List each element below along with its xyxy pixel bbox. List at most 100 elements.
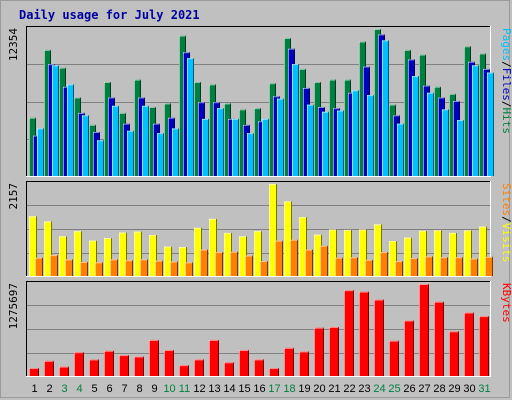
bar-sites-day-27	[425, 256, 433, 276]
bar-sites-day-7	[125, 260, 133, 276]
bar-pages-day-13	[217, 108, 224, 176]
chart-title: Daily usage for July 2021	[19, 8, 200, 22]
bar-sites-day-9	[155, 260, 163, 276]
bar-sites-day-1	[35, 257, 43, 276]
bar-sites-day-28	[440, 257, 448, 276]
bar-sites-day-19	[305, 249, 313, 276]
bar-sites-day-29	[455, 257, 463, 276]
legend-entry: Visits	[500, 223, 512, 263]
bar-kbytes-day-22	[344, 290, 354, 376]
bar-sites-day-16	[260, 261, 268, 276]
bar-kbytes-day-17	[269, 368, 279, 376]
x-tick-day-6: 6	[106, 383, 112, 395]
bar-kbytes-day-31	[479, 316, 489, 376]
bar-kbytes-day-5	[89, 359, 99, 376]
bar-kbytes-day-28	[434, 301, 444, 376]
bar-kbytes-day-4	[74, 352, 84, 376]
bar-pages-day-6	[112, 105, 119, 176]
bar-kbytes-day-13	[209, 339, 219, 376]
bar-pages-day-18	[292, 64, 299, 176]
x-tick-day-8: 8	[136, 383, 142, 395]
x-tick-day-28: 28	[433, 383, 445, 395]
x-tick-day-13: 13	[208, 383, 220, 395]
bar-kbytes-day-16	[254, 359, 264, 376]
x-tick-day-19: 19	[298, 383, 310, 395]
x-tick-day-16: 16	[253, 383, 265, 395]
bar-pages-day-25	[397, 123, 404, 176]
legend-entry: /	[500, 101, 512, 108]
bar-pages-day-30	[472, 65, 479, 176]
x-tick-day-30: 30	[463, 383, 475, 395]
x-tick-day-9: 9	[151, 383, 157, 395]
bar-kbytes-day-3	[59, 366, 69, 376]
x-tick-day-10: 10	[163, 383, 175, 395]
x-tick-day-12: 12	[193, 383, 205, 395]
bar-kbytes-day-29	[449, 331, 459, 376]
bar-pages-day-27	[427, 92, 434, 176]
bar-sites-day-31	[485, 256, 493, 276]
x-tick-day-7: 7	[121, 383, 127, 395]
legend-entry: /	[500, 61, 512, 68]
bar-pages-day-16	[262, 118, 269, 176]
bar-pages-day-7	[127, 130, 134, 176]
bar-kbytes-day-2	[44, 360, 54, 376]
x-tick-day-24: 24	[373, 383, 385, 395]
bar-sites-day-17	[275, 240, 283, 276]
bar-sites-day-4	[80, 261, 88, 276]
bar-pages-day-23	[367, 95, 374, 176]
bar-sites-day-13	[215, 252, 223, 276]
bar-pages-day-17	[277, 98, 284, 176]
bar-kbytes-day-10	[164, 350, 174, 376]
x-tick-day-11: 11	[179, 383, 190, 395]
bar-kbytes-day-9	[149, 339, 159, 376]
bar-sites-day-21	[335, 257, 343, 276]
bar-pages-day-10	[172, 128, 179, 176]
bar-pages-day-1	[37, 128, 44, 176]
bar-sites-day-22	[350, 257, 358, 276]
legend-entry: Sites	[500, 183, 512, 216]
x-tick-day-29: 29	[448, 383, 460, 395]
x-tick-day-21: 21	[328, 383, 340, 395]
bar-kbytes-day-14	[224, 362, 234, 376]
max-value-label: 2157	[7, 183, 20, 210]
bar-kbytes-day-18	[284, 347, 294, 376]
x-tick-day-14: 14	[223, 383, 235, 395]
bar-sites-day-5	[95, 262, 103, 276]
x-tick-day-31: 31	[478, 383, 490, 395]
bar-sites-day-25	[395, 261, 403, 276]
x-tick-day-5: 5	[91, 383, 97, 395]
max-value-label: 12354	[7, 28, 20, 61]
bar-pages-day-31	[487, 72, 494, 176]
bar-sites-day-18	[290, 239, 298, 276]
bar-pages-day-28	[442, 109, 449, 176]
bar-pages-day-5	[97, 140, 104, 176]
x-tick-day-27: 27	[418, 383, 430, 395]
bar-sites-day-2	[50, 255, 58, 276]
bar-kbytes-day-24	[374, 299, 384, 376]
legend-hits-files-pages: Pages/Files/Hits	[500, 28, 512, 134]
bar-kbytes-day-12	[194, 359, 204, 376]
bar-pages-day-2	[52, 65, 59, 176]
bar-sites-day-20	[320, 245, 328, 276]
bar-pages-day-19	[307, 104, 314, 176]
legend-entry: Files	[500, 68, 512, 101]
bar-kbytes-day-19	[299, 351, 309, 376]
x-tick-day-4: 4	[76, 383, 82, 395]
bar-sites-day-8	[140, 259, 148, 276]
bar-kbytes-day-30	[464, 312, 474, 376]
x-tick-day-25: 25	[388, 383, 400, 395]
bar-pages-day-12	[202, 118, 209, 176]
legend-visits-sites: Sites/Visits	[500, 183, 512, 263]
bar-kbytes-day-27	[419, 284, 429, 376]
bar-pages-day-24	[382, 40, 389, 177]
legend-kbytes: KBytes	[500, 283, 512, 323]
bar-sites-day-24	[380, 252, 388, 276]
bar-kbytes-day-20	[314, 327, 324, 376]
x-tick-day-23: 23	[358, 383, 370, 395]
bar-sites-day-6	[110, 259, 118, 276]
legend-entry: Pages	[500, 28, 512, 61]
bar-pages-day-21	[337, 110, 344, 176]
bar-sites-day-12	[200, 249, 208, 276]
max-value-label: 1275697	[7, 283, 20, 329]
bar-pages-day-8	[142, 105, 149, 176]
